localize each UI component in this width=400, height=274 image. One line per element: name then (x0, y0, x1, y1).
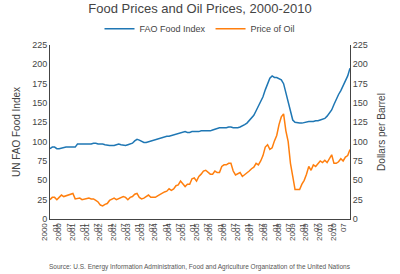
svg-text:UN FAO Food Index: UN FAO Food Index (11, 87, 22, 177)
svg-text:200701: 200701 (233, 223, 252, 241)
svg-text:201007: 201007 (329, 223, 348, 241)
svg-text:200801: 200801 (260, 223, 279, 241)
svg-text:200107: 200107 (82, 223, 101, 241)
svg-text:150: 150 (32, 98, 47, 108)
svg-text:25: 25 (353, 195, 363, 205)
svg-text:125: 125 (353, 117, 368, 127)
svg-text:200407: 200407 (164, 223, 183, 241)
svg-text:200707: 200707 (247, 223, 266, 241)
svg-text:100: 100 (32, 137, 47, 147)
svg-text:Source: U.S. Energy Informatio: Source: U.S. Energy Information Administ… (49, 263, 351, 271)
svg-text:225: 225 (32, 40, 47, 50)
svg-text:Dollars per Barrel: Dollars per Barrel (376, 93, 387, 171)
svg-text:200201: 200201 (95, 223, 114, 241)
svg-text:200507: 200507 (192, 223, 211, 241)
svg-text:Food Prices and Oil Prices, 20: Food Prices and Oil Prices, 2000-2010 (88, 1, 311, 16)
svg-text:225: 225 (353, 40, 368, 50)
svg-text:0: 0 (42, 214, 47, 224)
svg-text:Price of Oil: Price of Oil (251, 24, 295, 34)
svg-text:75: 75 (353, 156, 363, 166)
svg-text:FAO Food Index: FAO Food Index (140, 24, 206, 34)
svg-text:0: 0 (353, 214, 358, 224)
svg-text:200807: 200807 (274, 223, 293, 241)
svg-text:200607: 200607 (219, 223, 238, 241)
svg-text:200907: 200907 (301, 223, 320, 241)
svg-text:25: 25 (37, 195, 47, 205)
svg-text:150: 150 (353, 98, 368, 108)
svg-text:200501: 200501 (178, 223, 197, 241)
svg-text:200: 200 (353, 59, 368, 69)
svg-text:125: 125 (32, 117, 47, 127)
svg-text:200601: 200601 (205, 223, 224, 241)
svg-text:200307: 200307 (137, 223, 156, 241)
svg-text:75: 75 (37, 156, 47, 166)
svg-text:100: 100 (353, 137, 368, 147)
svg-text:200207: 200207 (109, 223, 128, 241)
svg-text:200301: 200301 (123, 223, 142, 241)
svg-text:175: 175 (32, 79, 47, 89)
svg-text:200001: 200001 (40, 223, 59, 241)
svg-text:201001: 201001 (315, 223, 334, 241)
svg-text:50: 50 (353, 175, 363, 185)
svg-text:200901: 200901 (288, 223, 307, 241)
svg-text:200: 200 (32, 59, 47, 69)
svg-text:50: 50 (37, 175, 47, 185)
svg-text:175: 175 (353, 79, 368, 89)
svg-text:200101: 200101 (68, 223, 87, 241)
svg-text:200007: 200007 (54, 223, 73, 241)
svg-text:200401: 200401 (150, 223, 169, 241)
